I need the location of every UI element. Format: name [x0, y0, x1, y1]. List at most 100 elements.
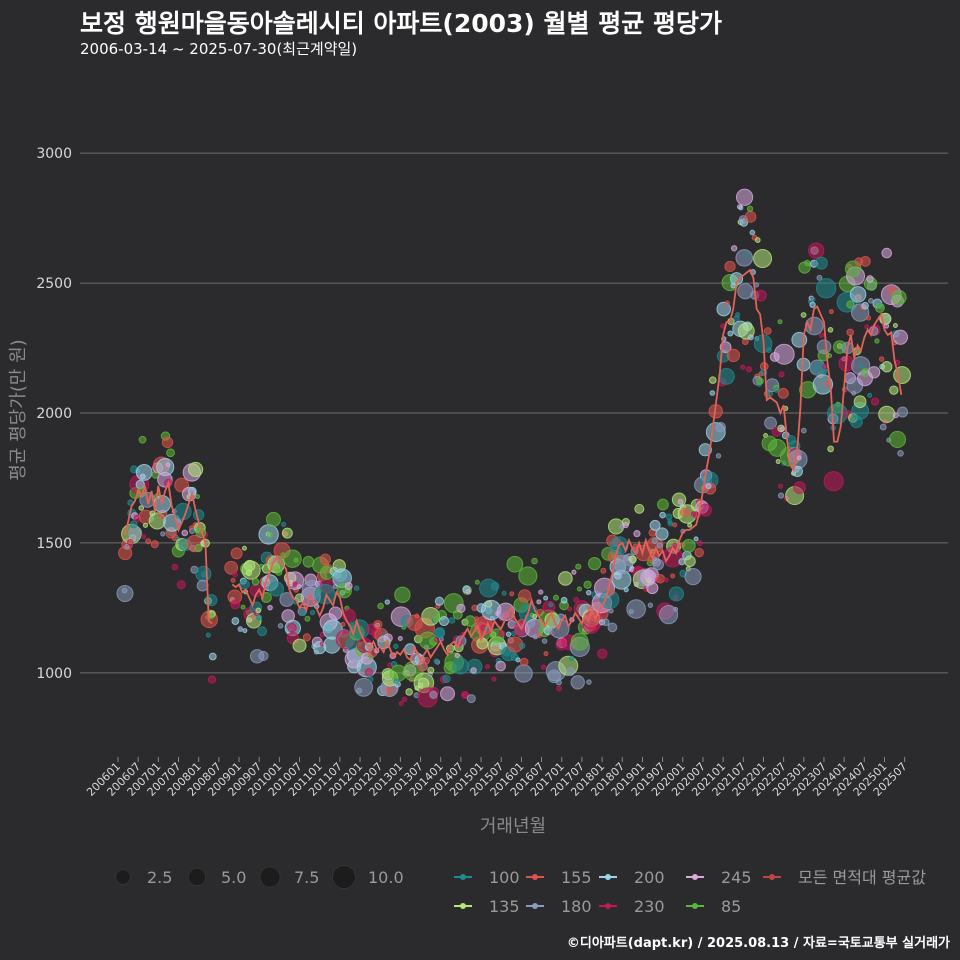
scatter-point: [501, 590, 507, 596]
scatter-point: [188, 461, 204, 478]
scatter-point: [881, 361, 893, 373]
scatter-point: [575, 563, 582, 570]
scatter-point: [541, 664, 547, 670]
scatter-point: [505, 631, 512, 637]
scatter-point: [422, 656, 430, 665]
scatter-point: [680, 507, 690, 518]
y-tick-label: 3000: [36, 146, 72, 162]
scatter-point: [560, 596, 568, 604]
scatter-point: [498, 629, 506, 637]
scatter-point: [141, 534, 147, 540]
scatter-point: [754, 289, 767, 302]
scatter-point: [800, 312, 807, 318]
scatter-point: [438, 615, 450, 627]
scatter-point: [304, 615, 311, 622]
scatter-point: [668, 586, 684, 602]
scatter-point: [230, 599, 241, 610]
scatter-point: [466, 694, 476, 704]
scatter-point: [724, 260, 736, 273]
scatter-point: [607, 588, 615, 596]
scatter-point: [393, 643, 399, 650]
scatter-point: [570, 675, 585, 690]
scatter-point: [659, 511, 666, 519]
scatter-point: [587, 556, 602, 571]
scatter-point: [658, 605, 679, 625]
scatter-point: [866, 275, 874, 283]
color-legend-label: 245: [721, 868, 752, 887]
scatter-point: [735, 249, 754, 267]
scatter-point: [224, 560, 239, 575]
scatter-point: [715, 453, 722, 459]
scatter-point: [633, 530, 641, 538]
scatter-point: [754, 237, 761, 243]
scatter-point: [867, 366, 881, 379]
scatter-point: [281, 521, 287, 527]
scatter-point: [267, 604, 273, 611]
scatter-point: [277, 622, 284, 629]
scatter-point: [846, 300, 855, 309]
scatter-point: [777, 483, 784, 489]
scatter-point: [434, 627, 446, 639]
size-legend: 2.5 5.0 7.5 10.0: [115, 865, 404, 889]
scatter-point: [670, 573, 676, 579]
scatter-point: [861, 301, 869, 310]
color-legend-dot: [532, 874, 538, 880]
scatter-point: [887, 285, 896, 294]
scatter-point: [465, 588, 472, 595]
scatter-point: [287, 622, 297, 633]
scatter-point: [429, 690, 438, 699]
scatter-point: [275, 568, 283, 576]
x-axis-ticks: 2006012006072007012007072008012008072009…: [84, 757, 910, 799]
scatter-point: [718, 368, 735, 385]
scatter-point: [705, 483, 712, 490]
scatter-point: [240, 604, 246, 610]
scatter-point: [724, 300, 730, 306]
scatter-point: [878, 405, 896, 423]
scatter-point: [543, 595, 549, 601]
scatter-point: [777, 319, 783, 325]
scatter-point: [230, 577, 236, 583]
scatter-point: [608, 608, 614, 614]
color-legend: 100 155 200 245 모든 면적대 평균값 135 180 230 85: [454, 868, 926, 916]
scatter-point: [672, 522, 678, 528]
scatter-point: [874, 338, 880, 344]
scatter-point: [889, 385, 899, 395]
scatter-point: [777, 387, 789, 399]
scatter-point: [735, 312, 741, 318]
scatter-point: [558, 571, 573, 586]
scatter-point: [433, 658, 440, 664]
scatter-point: [827, 353, 833, 359]
scatter-point: [456, 603, 466, 613]
scatter-point: [875, 303, 885, 313]
scatter-point: [583, 580, 592, 589]
scatter-point: [129, 520, 138, 529]
scatter-point: [230, 547, 243, 560]
scatter-point: [858, 362, 864, 368]
scatter-point: [864, 324, 870, 330]
color-legend-label: 200: [634, 868, 665, 887]
scatter-point: [859, 255, 871, 267]
scatter-point: [397, 635, 403, 641]
scatter-point: [756, 377, 764, 385]
scatter-point: [740, 364, 746, 370]
scatter-point: [897, 406, 909, 418]
scatter-point: [879, 423, 887, 431]
scatter-point: [514, 664, 533, 683]
scatter-point: [778, 371, 785, 378]
scatter-point: [623, 587, 629, 593]
size-legend-marker: [332, 865, 356, 889]
scatter-point: [715, 422, 726, 433]
scatter-point: [821, 368, 828, 375]
scatter-point: [293, 557, 299, 563]
scatter-point: [727, 330, 734, 337]
scatter-point: [607, 622, 618, 633]
scatter-point: [543, 651, 549, 657]
color-legend-dot: [605, 903, 611, 909]
scatter-point: [735, 188, 754, 206]
color-legend-dot: [460, 874, 466, 880]
scatter-point: [319, 553, 331, 565]
color-legend-dot: [692, 874, 698, 880]
scatter-point: [281, 527, 293, 539]
scatter-point: [344, 582, 353, 591]
scatter-point: [881, 247, 893, 259]
